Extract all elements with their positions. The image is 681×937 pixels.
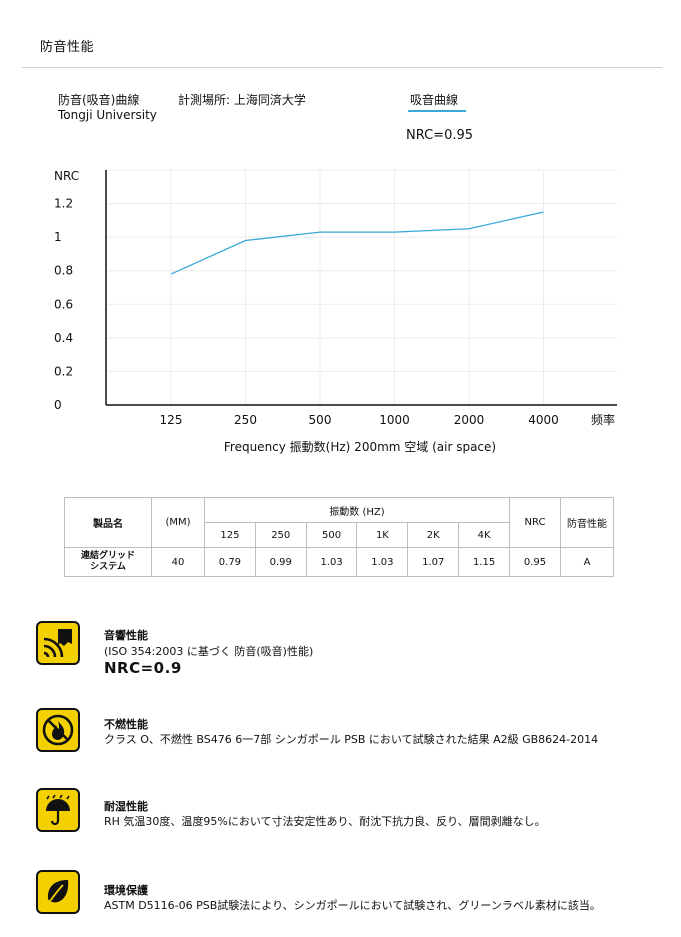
y-tick-label: 0 [54, 398, 62, 412]
spec-table: 製品名 (MM) 振動数 (HZ) NRC 防音性能 125 250 500 1… [64, 497, 614, 577]
freq-value: 1.03 [305, 547, 358, 577]
y-tick-label: 0.2 [54, 364, 73, 378]
absorption-chart: 0 0.2 0.4 0.6 0.8 1 1.2 NRC 125 250 500 1000 2000 400… [54, 169, 617, 454]
product-name-line1: 連結グリッド [80, 551, 135, 561]
freq-value: 0.79 [204, 547, 256, 577]
x-tick-label: 125 [160, 413, 183, 427]
page-title: 防音性能 [40, 40, 95, 55]
x-axis-label: Frequency 振動数(Hz) 200mm 空域 (air space) [224, 439, 496, 454]
freq-label: 2K [407, 522, 460, 548]
product-name-line2: システム [90, 562, 126, 572]
nrc-value: 0.95 [509, 547, 561, 577]
y-tick-label: 0.6 [54, 297, 73, 311]
feature-title: 耐湿性能 [104, 800, 148, 813]
feature-nrc: NRC=0.9 [104, 659, 182, 677]
y-tick-label: 1 [54, 230, 62, 244]
tab-underline [408, 110, 466, 112]
y-axis-label: NRC [54, 169, 79, 183]
perf-header: 防音性能 [560, 497, 614, 548]
curve-title: 防音(吸音)曲線 [58, 93, 140, 107]
divider [22, 67, 662, 68]
y-tick-label: 1.2 [54, 197, 73, 211]
fire-icon [36, 708, 80, 752]
institution: Tongji University [58, 108, 157, 122]
freq-value: 0.99 [254, 547, 307, 577]
measure-place: 計測場所: 上海同済大学 [178, 93, 306, 107]
feature-desc: クラス O、不燃性 BS476 6一7部 シンガポール PSB において試験され… [104, 733, 599, 746]
feature-title: 音響性能 [104, 629, 148, 642]
feature-title: 環境保護 [104, 884, 148, 897]
freq-label: 500 [305, 522, 358, 548]
mm-value: 40 [151, 547, 205, 577]
sound-icon [36, 621, 80, 665]
y-tick-label: 0.4 [54, 331, 73, 345]
product-header: 製品名 [64, 497, 152, 548]
leaf-icon [36, 870, 80, 914]
x-tick-label: 500 [309, 413, 332, 427]
freq-label: 125 [204, 522, 256, 548]
x-tick-label: 1000 [379, 413, 410, 427]
nrc-summary: NRC=0.95 [406, 128, 474, 143]
freq-value: 1.07 [407, 547, 460, 577]
x-unit-label: 频率 [591, 412, 615, 427]
feature-desc: ASTM D5116-06 PSB試験法により、シンガポールにおいて試験され、グ… [104, 899, 601, 912]
series-line [170, 211, 544, 275]
freq-label: 250 [254, 522, 307, 548]
feature-desc: (ISO 354:2003 に基づく 防音(吸音)性能) [104, 645, 314, 658]
table-row: 連結グリッド システム 40 0.79 0.99 1.03 1.03 1.07 … [64, 547, 614, 577]
y-tick-label: 0.8 [54, 264, 73, 278]
humidity-icon [36, 788, 80, 832]
mm-header: (MM) [151, 497, 205, 548]
freq-label: 1K [356, 522, 409, 548]
x-tick-label: 250 [234, 413, 257, 427]
product-name: 連結グリッド システム [64, 547, 152, 577]
freq-label: 4K [458, 522, 510, 548]
grade-value: A [560, 547, 614, 577]
x-tick-label: 4000 [528, 413, 559, 427]
x-tick-label: 2000 [454, 413, 485, 427]
freq-value: 1.15 [458, 547, 510, 577]
feature-title: 不燃性能 [104, 718, 148, 731]
freq-value: 1.03 [356, 547, 409, 577]
freq-header: 振動数 (HZ) [204, 497, 510, 523]
feature-desc: RH 気温30度、温度95%において寸法安定性あり、耐沈下抗力良、反り、層間剥離… [104, 815, 546, 828]
tab-curve[interactable]: 吸音曲線 [410, 93, 459, 107]
nrc-header: NRC [509, 497, 561, 548]
